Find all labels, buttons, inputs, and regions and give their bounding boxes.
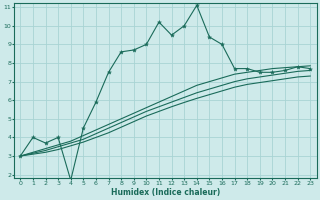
X-axis label: Humidex (Indice chaleur): Humidex (Indice chaleur) [111,188,220,197]
